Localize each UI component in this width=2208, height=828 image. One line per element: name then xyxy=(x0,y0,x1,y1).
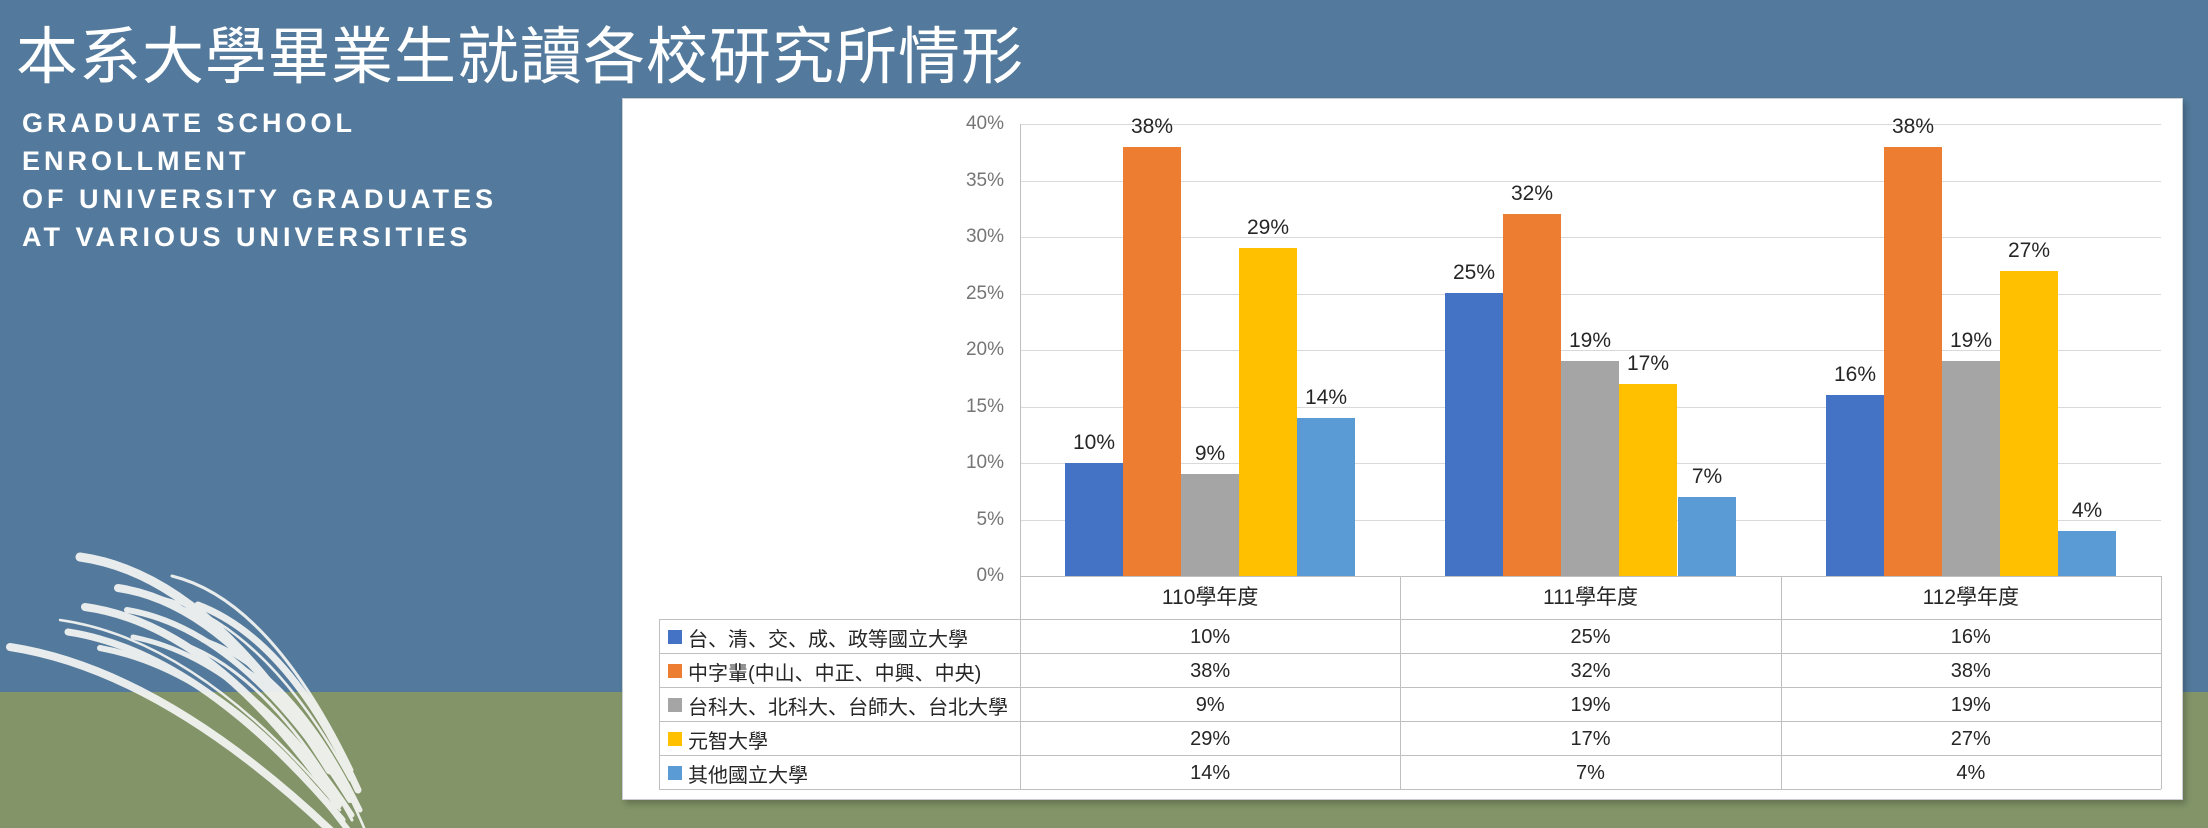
bar xyxy=(1884,147,1942,576)
y-axis-label: 35% xyxy=(965,170,1004,191)
bar-value-label: 14% xyxy=(1304,386,1348,409)
table-border xyxy=(659,789,2161,790)
legend-swatch xyxy=(668,664,682,678)
bar-value-label: 16% xyxy=(1833,363,1877,386)
bar-value-label: 32% xyxy=(1510,182,1554,205)
subtitle-line: ENROLLMENT xyxy=(22,146,250,176)
bar xyxy=(1503,214,1561,576)
table-value-cell: 25% xyxy=(1570,626,1611,648)
table-border xyxy=(2161,576,2162,789)
bar-value-label: 10% xyxy=(1072,431,1116,454)
table-border xyxy=(659,687,2161,688)
bar xyxy=(1123,147,1181,576)
table-value-cell: 38% xyxy=(1190,660,1231,682)
y-gridline xyxy=(1020,181,2161,182)
table-value-cell: 19% xyxy=(1950,694,1991,716)
series-legend-cell: 元智大學 xyxy=(660,722,1019,756)
table-border xyxy=(1781,576,1782,789)
bar-value-label: 19% xyxy=(1568,329,1612,352)
table-value-cell: 29% xyxy=(1190,728,1231,750)
category-label: 110學年度 xyxy=(1161,586,1259,609)
table-value-cell: 10% xyxy=(1190,626,1231,648)
chart-panel: 0% 5% 10% 15% 20% 25% 30% 35% 40% 10% 38% 9% 29% 14% 2… xyxy=(622,98,2183,800)
bar xyxy=(2000,271,2058,576)
bar-value-label: 4% xyxy=(2071,499,2103,522)
series-name: 元智大學 xyxy=(688,730,768,753)
y-gridline xyxy=(1020,350,2161,351)
y-gridline xyxy=(1020,294,2161,295)
legend-swatch xyxy=(668,698,682,712)
bar-value-label: 29% xyxy=(1246,216,1290,239)
page-subtitle: GRADUATE SCHOOL ENROLLMENT OF UNIVERSITY… xyxy=(22,104,582,256)
x-axis-line xyxy=(1020,576,2161,577)
y-axis-label: 20% xyxy=(965,339,1004,360)
y-axis-label: 0% xyxy=(976,565,1004,586)
bar-chart: 0% 5% 10% 15% 20% 25% 30% 35% 40% 10% 38% 9% 29% 14% 2… xyxy=(623,99,2182,799)
series-legend-cell: 其他國立大學 xyxy=(660,756,1019,790)
page-title: 本系大學畢業生就讀各校研究所情形 xyxy=(16,23,1025,92)
bar xyxy=(1297,418,1355,576)
series-legend-cell: 台科大、北科大、台師大、台北大學 xyxy=(660,688,1019,722)
subtitle-line: AT VARIOUS UNIVERSITIES xyxy=(22,222,472,252)
table-border xyxy=(659,619,660,789)
y-gridline xyxy=(1020,124,2161,125)
series-legend-cell: 中字輩(中山、中正、中興、中央) xyxy=(660,654,1019,688)
y-axis-label: 40% xyxy=(965,113,1004,134)
bar-value-label: 19% xyxy=(1949,329,1993,352)
bar-value-label: 27% xyxy=(2007,239,2051,262)
y-axis-label: 15% xyxy=(965,396,1004,417)
bar xyxy=(1239,248,1297,576)
series-legend-cell: 台、清、交、成、政等國立大學 xyxy=(660,620,1019,654)
bar xyxy=(1181,474,1239,576)
bar xyxy=(1445,293,1503,576)
table-value-cell: 19% xyxy=(1570,694,1611,716)
table-value-cell: 17% xyxy=(1570,728,1611,750)
table-border xyxy=(659,721,2161,722)
bar-value-label: 9% xyxy=(1194,442,1226,465)
series-name: 台科大、北科大、台師大、台北大學 xyxy=(688,696,1008,719)
bar xyxy=(1826,395,1884,576)
bar xyxy=(1678,497,1736,576)
y-axis-label: 25% xyxy=(965,283,1004,304)
legend-swatch xyxy=(668,630,682,644)
y-axis-label: 5% xyxy=(976,509,1004,530)
table-value-cell: 9% xyxy=(1195,694,1225,716)
category-label: 112學年度 xyxy=(1922,586,2020,609)
bar-value-label: 38% xyxy=(1891,115,1935,138)
bar xyxy=(1065,463,1123,576)
series-name: 台、清、交、成、政等國立大學 xyxy=(688,628,968,651)
bar-value-label: 38% xyxy=(1130,115,1174,138)
subtitle-line: GRADUATE SCHOOL xyxy=(22,108,356,138)
table-border xyxy=(659,653,2161,654)
bar-value-label: 25% xyxy=(1452,261,1496,284)
table-border xyxy=(659,619,2161,620)
bar xyxy=(1619,384,1677,576)
table-value-cell: 38% xyxy=(1950,660,1991,682)
table-value-cell: 27% xyxy=(1950,728,1991,750)
bar-value-label: 17% xyxy=(1626,352,1670,375)
bar xyxy=(1942,361,2000,576)
y-axis-line xyxy=(1020,124,1021,789)
y-axis-label: 30% xyxy=(965,226,1004,247)
category-label: 111學年度 xyxy=(1543,586,1638,609)
bar xyxy=(1561,361,1619,576)
table-value-cell: 14% xyxy=(1190,762,1231,784)
bar-value-label: 7% xyxy=(1691,465,1723,488)
legend-swatch xyxy=(668,766,682,780)
series-name: 中字輩(中山、中正、中興、中央) xyxy=(688,662,982,685)
subtitle-line: OF UNIVERSITY GRADUATES xyxy=(22,184,498,214)
table-value-cell: 4% xyxy=(1956,762,1986,784)
table-value-cell: 32% xyxy=(1570,660,1611,682)
series-name: 其他國立大學 xyxy=(688,764,808,787)
table-value-cell: 16% xyxy=(1950,626,1991,648)
grass-decoration-icon xyxy=(6,552,366,828)
bar xyxy=(2058,531,2116,576)
y-gridline xyxy=(1020,237,2161,238)
y-axis-label: 10% xyxy=(965,452,1004,473)
table-border xyxy=(659,755,2161,756)
table-border xyxy=(1400,576,1401,789)
legend-swatch xyxy=(668,732,682,746)
table-value-cell: 7% xyxy=(1576,762,1605,784)
